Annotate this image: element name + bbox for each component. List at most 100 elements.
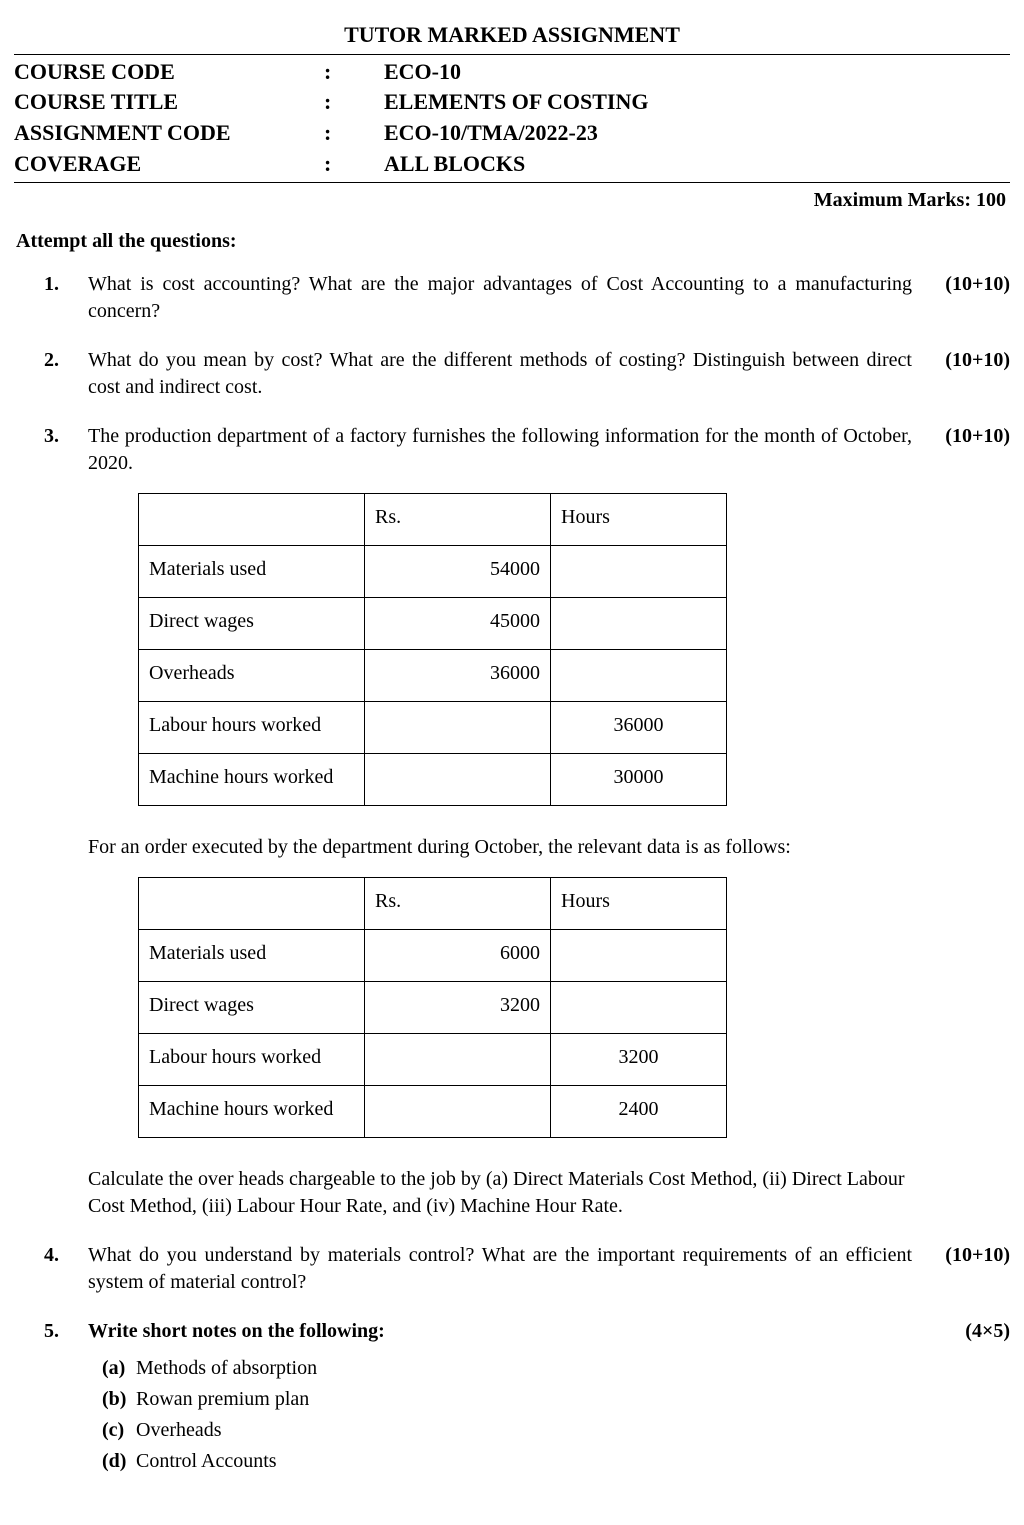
header-value: ECO-10 xyxy=(384,57,1010,88)
question-item: 2. What do you mean by cost? What are th… xyxy=(44,347,1010,401)
table-row: Materials used 54000 xyxy=(139,545,727,597)
header-row: COURSE TITLE : ELEMENTS OF COSTING xyxy=(14,87,1010,118)
table-cell: 3200 xyxy=(551,1033,727,1085)
question-intro-text: The production department of a factory f… xyxy=(88,423,912,477)
question-item: 5. Write short notes on the following: (… xyxy=(44,1318,1010,1479)
sub-question-text: Control Accounts xyxy=(136,1448,277,1475)
table-cell xyxy=(365,701,551,753)
question-number: 1. xyxy=(44,271,88,325)
header-row: COVERAGE : ALL BLOCKS xyxy=(14,149,1010,180)
table-cell: Machine hours worked xyxy=(139,1085,365,1137)
table-row: Direct wages 3200 xyxy=(139,981,727,1033)
sub-question-list: (a) Methods of absorption (b) Rowan prem… xyxy=(102,1355,912,1475)
question-marks: (10+10) xyxy=(920,271,1010,325)
table-cell xyxy=(551,929,727,981)
table-cell: Machine hours worked xyxy=(139,753,365,805)
maximum-marks: Maximum Marks: 100 xyxy=(14,187,1006,214)
table-cell xyxy=(365,753,551,805)
table-cell: Direct wages xyxy=(139,597,365,649)
table-cell xyxy=(551,981,727,1033)
table-header-cell xyxy=(139,493,365,545)
question-item: 3. The production department of a factor… xyxy=(44,423,1010,1220)
attempt-instruction: Attempt all the questions: xyxy=(16,228,1010,255)
header-colon: : xyxy=(324,57,384,88)
table-cell: 6000 xyxy=(365,929,551,981)
sub-question-item: (a) Methods of absorption xyxy=(102,1355,912,1382)
header-value: ALL BLOCKS xyxy=(384,149,1010,180)
table-row: Machine hours worked 2400 xyxy=(139,1085,727,1137)
question-tail-text: Calculate the over heads chargeable to t… xyxy=(88,1166,912,1220)
table-header-cell: Hours xyxy=(551,877,727,929)
table-cell: Materials used xyxy=(139,545,365,597)
table-cell: 30000 xyxy=(551,753,727,805)
table-cell: Direct wages xyxy=(139,981,365,1033)
sub-question-item: (c) Overheads xyxy=(102,1417,912,1444)
header-value: ELEMENTS OF COSTING xyxy=(384,87,1010,118)
header-row: ASSIGNMENT CODE : ECO-10/TMA/2022-23 xyxy=(14,118,1010,149)
document-title: TUTOR MARKED ASSIGNMENT xyxy=(14,20,1010,50)
question-text: Write short notes on the following: xyxy=(88,1320,385,1342)
table-cell: Materials used xyxy=(139,929,365,981)
order-data-table: Rs. Hours Materials used 6000 Direct wag… xyxy=(138,877,727,1138)
header-label: COURSE CODE xyxy=(14,57,324,88)
question-number: 2. xyxy=(44,347,88,401)
sub-question-label: (b) xyxy=(102,1386,136,1413)
sub-question-item: (d) Control Accounts xyxy=(102,1448,912,1475)
header-value: ECO-10/TMA/2022-23 xyxy=(384,118,1010,149)
table-cell xyxy=(365,1033,551,1085)
table-cell xyxy=(551,649,727,701)
question-number: 5. xyxy=(44,1318,88,1479)
question-text: What is cost accounting? What are the ma… xyxy=(88,271,920,325)
header-colon: : xyxy=(324,118,384,149)
table-header-cell: Rs. xyxy=(365,493,551,545)
header-row: COURSE CODE : ECO-10 xyxy=(14,57,1010,88)
question-marks: (10+10) xyxy=(920,1242,1010,1296)
table-cell xyxy=(551,545,727,597)
table-row: Machine hours worked 30000 xyxy=(139,753,727,805)
table-row: Labour hours worked 36000 xyxy=(139,701,727,753)
table-cell: 2400 xyxy=(551,1085,727,1137)
table-cell: 45000 xyxy=(365,597,551,649)
header-colon: : xyxy=(324,87,384,118)
table-cell: 54000 xyxy=(365,545,551,597)
header-colon: : xyxy=(324,149,384,180)
question-text: What do you mean by cost? What are the d… xyxy=(88,347,920,401)
question-number: 4. xyxy=(44,1242,88,1296)
table-cell: Labour hours worked xyxy=(139,701,365,753)
sub-question-text: Methods of absorption xyxy=(136,1355,317,1382)
table-row: Rs. Hours xyxy=(139,877,727,929)
table-cell: 3200 xyxy=(365,981,551,1033)
table-cell: 36000 xyxy=(365,649,551,701)
question-number: 3. xyxy=(44,423,88,1220)
question-marks: (4×5) xyxy=(920,1318,1010,1479)
table-cell: Labour hours worked xyxy=(139,1033,365,1085)
table-row: Rs. Hours xyxy=(139,493,727,545)
header-label: ASSIGNMENT CODE xyxy=(14,118,324,149)
sub-question-text: Rowan premium plan xyxy=(136,1386,309,1413)
production-data-table: Rs. Hours Materials used 54000 Direct wa… xyxy=(138,493,727,806)
sub-question-text: Overheads xyxy=(136,1417,222,1444)
table-cell xyxy=(551,597,727,649)
header-label: COVERAGE xyxy=(14,149,324,180)
sub-question-item: (b) Rowan premium plan xyxy=(102,1386,912,1413)
sub-question-label: (d) xyxy=(102,1448,136,1475)
question-item: 1. What is cost accounting? What are the… xyxy=(44,271,1010,325)
table-row: Labour hours worked 3200 xyxy=(139,1033,727,1085)
sub-question-label: (c) xyxy=(102,1417,136,1444)
question-list: 1. What is cost accounting? What are the… xyxy=(44,271,1010,1479)
table-header-cell: Hours xyxy=(551,493,727,545)
question-marks: (10+10) xyxy=(920,347,1010,401)
table-cell: 36000 xyxy=(551,701,727,753)
question-body: Write short notes on the following: (a) … xyxy=(88,1318,920,1479)
table-cell: Overheads xyxy=(139,649,365,701)
table-row: Direct wages 45000 xyxy=(139,597,727,649)
table-cell xyxy=(365,1085,551,1137)
question-item: 4. What do you understand by materials c… xyxy=(44,1242,1010,1296)
table-row: Overheads 36000 xyxy=(139,649,727,701)
table-header-cell: Rs. xyxy=(365,877,551,929)
question-mid-text: For an order executed by the department … xyxy=(88,834,912,861)
course-header-block: COURSE CODE : ECO-10 COURSE TITLE : ELEM… xyxy=(14,54,1010,183)
sub-question-label: (a) xyxy=(102,1355,136,1382)
header-label: COURSE TITLE xyxy=(14,87,324,118)
question-body: The production department of a factory f… xyxy=(88,423,920,1220)
